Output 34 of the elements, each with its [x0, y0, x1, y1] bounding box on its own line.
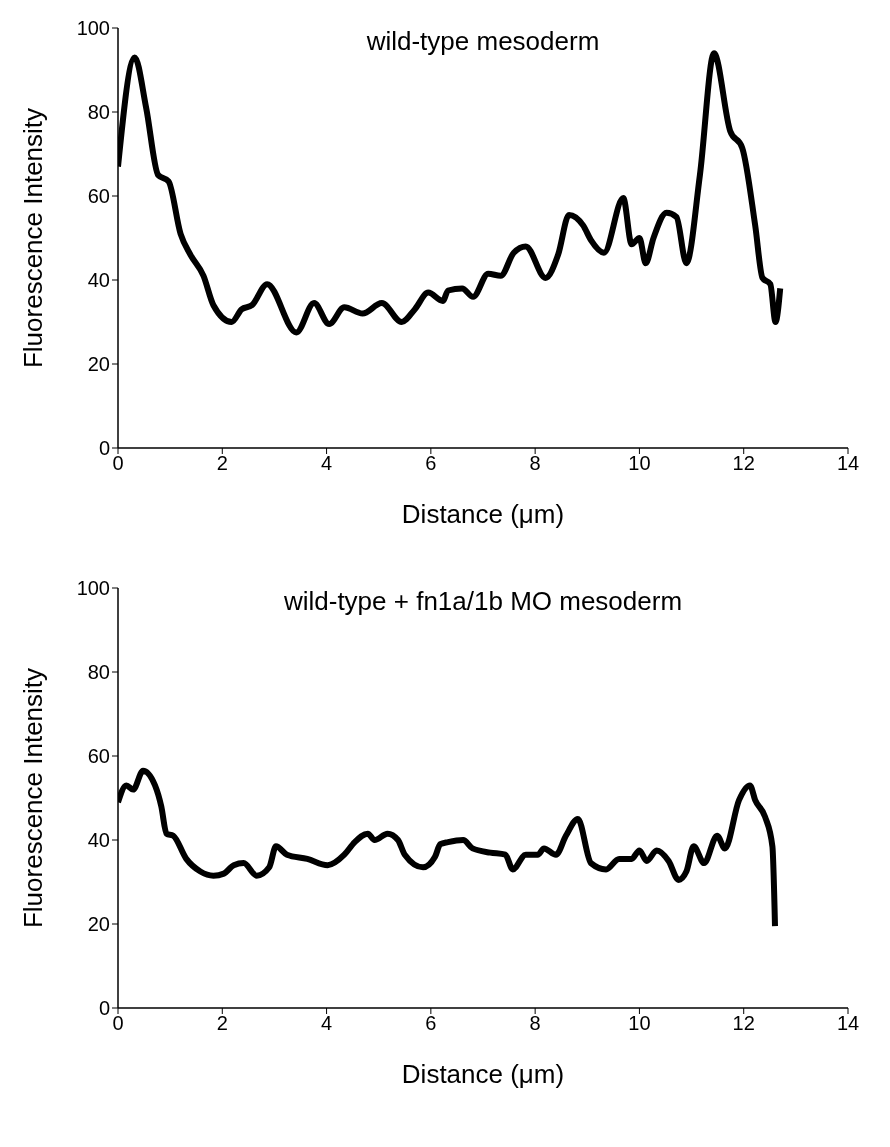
x-tick-label: 8 — [529, 1012, 541, 1035]
y-tick-label: 100 — [76, 577, 110, 600]
y-tick-label: 60 — [87, 185, 110, 208]
x-tick-label: 2 — [216, 1012, 228, 1035]
y-tick-label: 0 — [98, 437, 110, 460]
chart-title: wild-type mesoderm — [365, 26, 601, 57]
y-axis-title: Fluorescence Intensity — [18, 107, 49, 369]
chart-title: wild-type + fn1a/1b MO mesoderm — [282, 586, 684, 617]
y-tick-label: 0 — [98, 997, 110, 1020]
y-tick-label: 20 — [87, 913, 110, 936]
x-tick-label: 10 — [628, 452, 651, 475]
y-tick-label: 80 — [87, 661, 110, 684]
y-axis-title: Fluorescence Intensity — [18, 667, 49, 929]
y-tick-label: 60 — [87, 745, 110, 768]
x-tick-label: 0 — [112, 452, 124, 475]
x-axis-title: Distance (μm) — [401, 1059, 565, 1089]
x-tick-label: 6 — [425, 1012, 437, 1035]
x-tick-label: 4 — [321, 1012, 333, 1035]
x-tick-label: 0 — [112, 1012, 124, 1035]
x-tick-label: 6 — [425, 452, 437, 475]
x-tick-label: 8 — [529, 452, 541, 475]
y-tick-label: 100 — [76, 17, 110, 40]
y-tick-label: 20 — [87, 353, 110, 376]
x-tick-label: 4 — [321, 452, 333, 475]
x-axis-title: Distance (μm) — [401, 499, 565, 529]
y-tick-label: 80 — [87, 101, 110, 124]
x-tick-label: 14 — [836, 452, 860, 475]
y-tick-label: 40 — [87, 269, 110, 292]
y-tick-label: 40 — [87, 829, 110, 852]
x-tick-label: 12 — [732, 452, 755, 475]
x-tick-label: 10 — [628, 1012, 651, 1035]
x-tick-label: 2 — [216, 452, 228, 475]
x-tick-label: 14 — [836, 1012, 860, 1035]
x-tick-label: 12 — [732, 1012, 755, 1035]
